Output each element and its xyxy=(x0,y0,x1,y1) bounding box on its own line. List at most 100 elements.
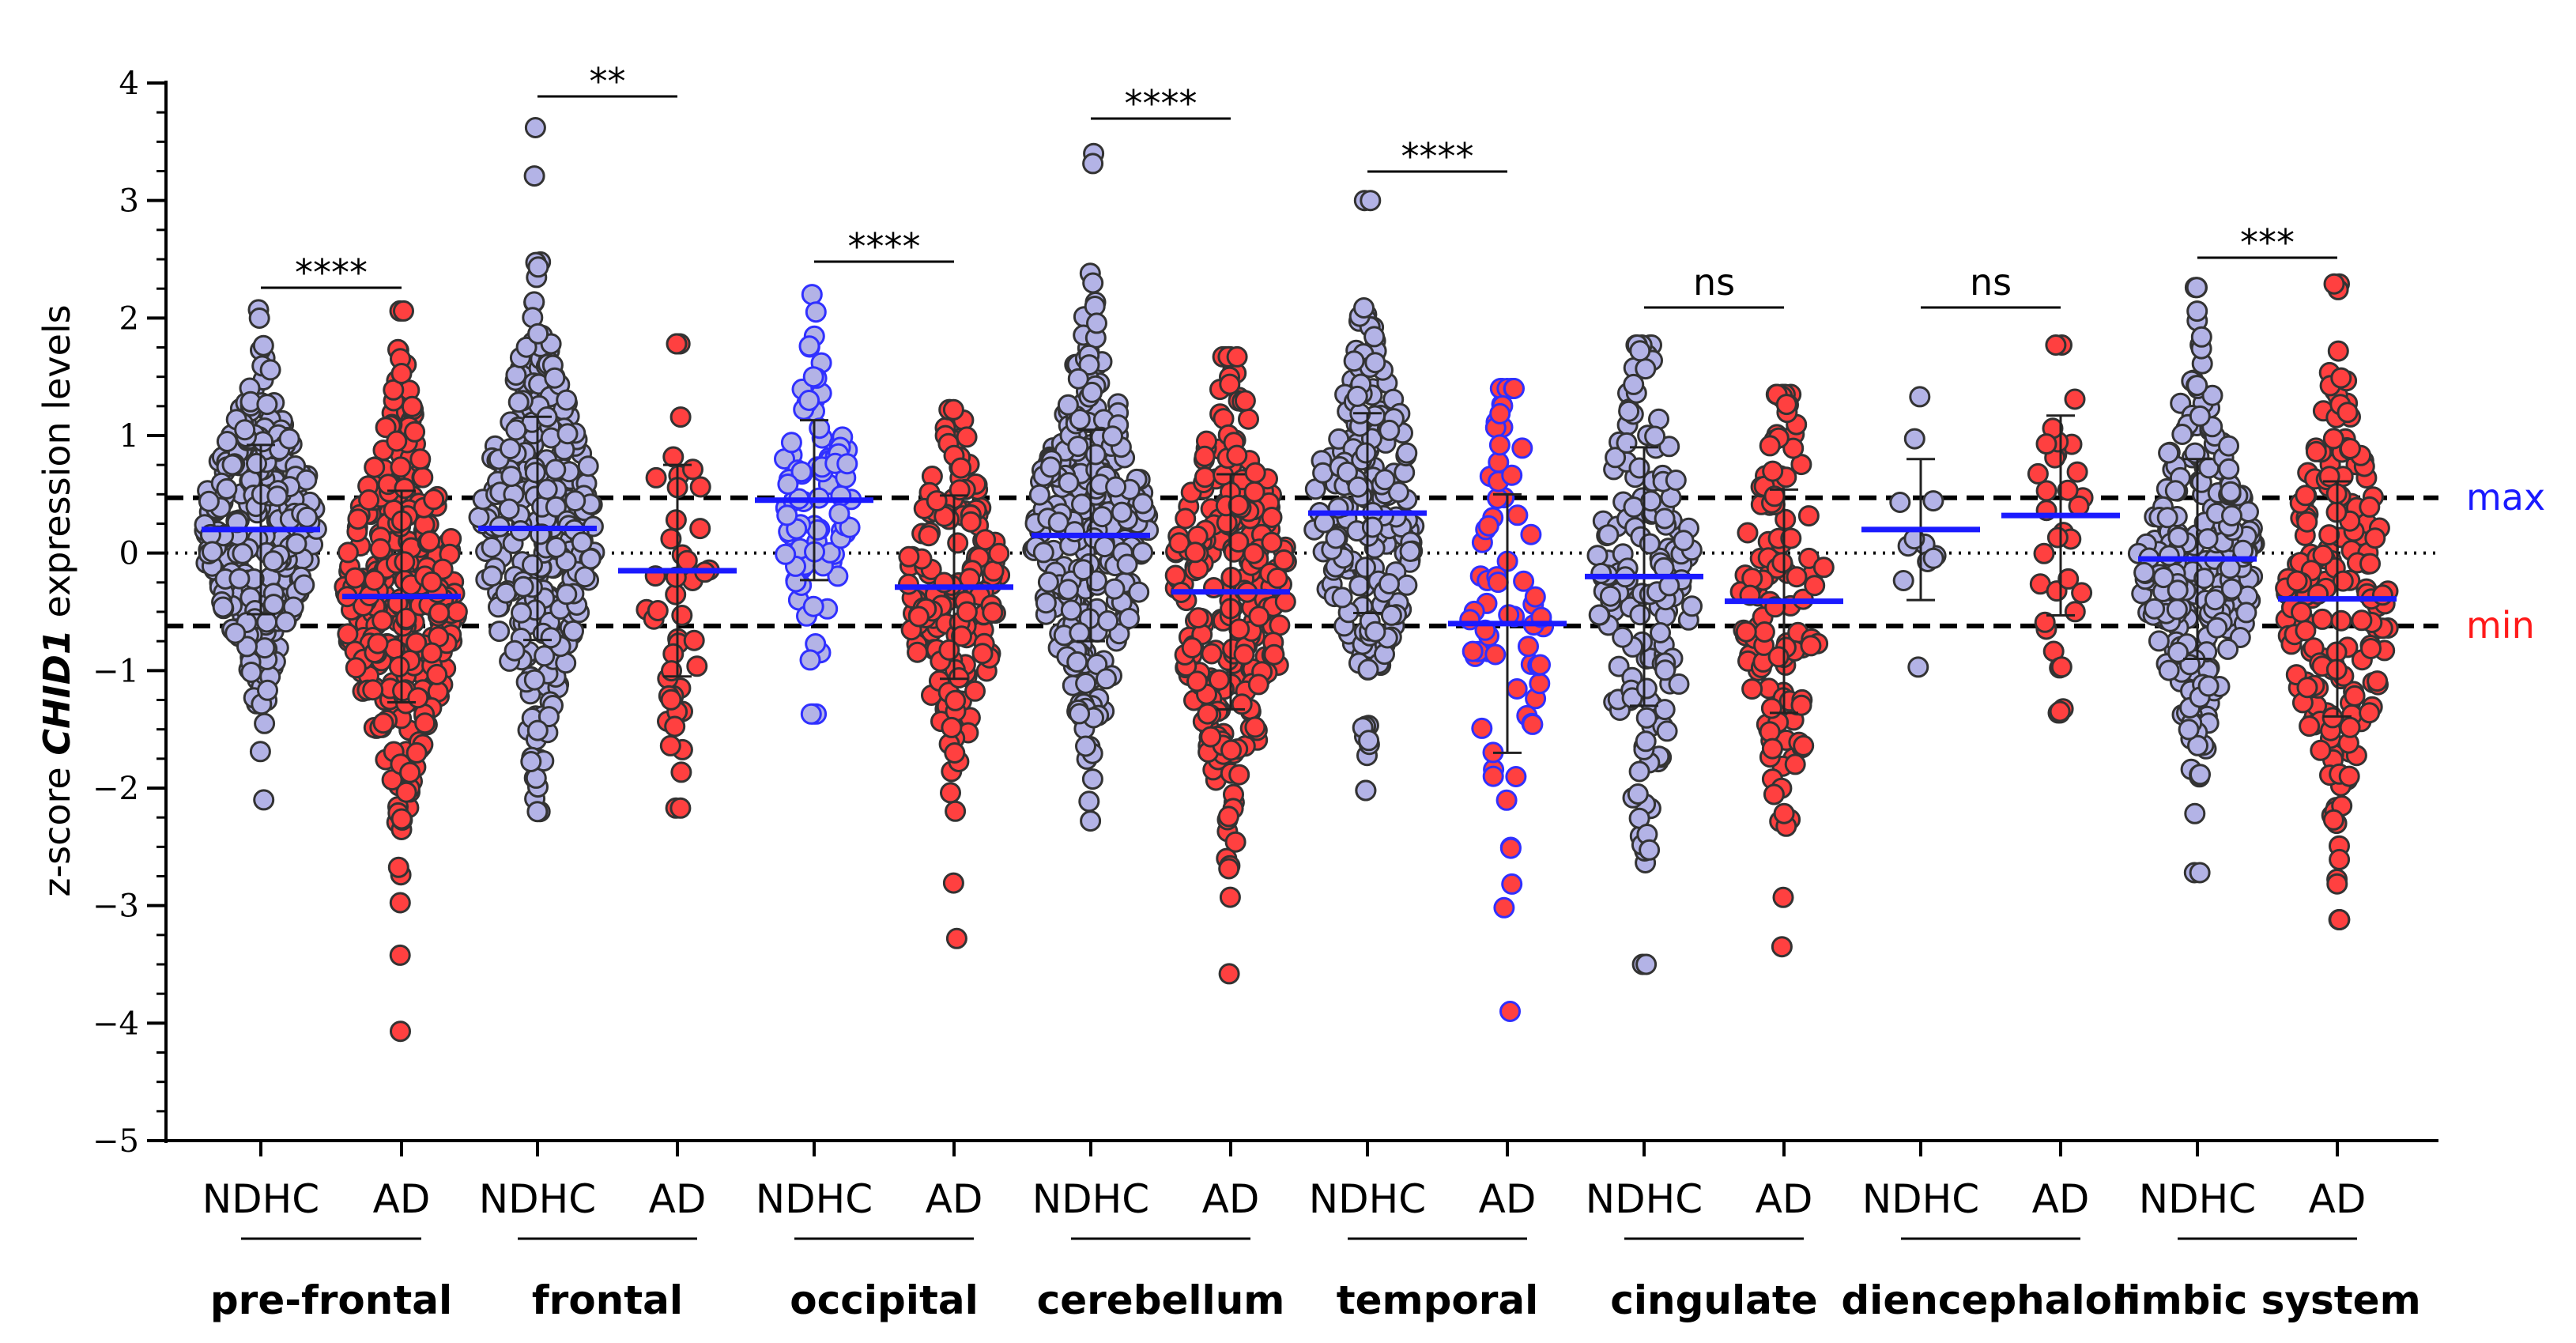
data-point xyxy=(2034,611,2056,633)
data-point xyxy=(1379,573,1400,594)
data-point xyxy=(827,565,849,587)
data-point xyxy=(1529,673,1551,695)
data-point xyxy=(2329,909,2351,930)
data-point xyxy=(1355,779,1377,802)
data-point xyxy=(393,300,414,322)
data-point xyxy=(1231,693,1253,715)
data-point xyxy=(2286,570,2308,592)
data-point xyxy=(2330,367,2352,389)
data-point xyxy=(345,657,367,679)
data-point xyxy=(2371,584,2393,606)
data-point xyxy=(1244,462,1266,484)
data-point xyxy=(1067,368,1089,390)
data-point xyxy=(2291,602,2312,623)
data-point xyxy=(836,453,858,475)
data-point xyxy=(364,456,386,478)
data-point xyxy=(776,504,798,526)
data-point xyxy=(1132,492,1154,515)
data-point xyxy=(545,496,567,518)
data-point xyxy=(1780,527,1802,549)
data-point xyxy=(1064,521,1086,543)
data-point xyxy=(1741,678,1763,700)
data-point xyxy=(1477,515,1499,537)
data-point xyxy=(945,689,967,711)
group-label: AD xyxy=(1479,1176,1537,1222)
data-point xyxy=(1035,592,1057,614)
data-point xyxy=(1507,504,1529,526)
data-point xyxy=(1644,425,1666,447)
data-point xyxy=(1760,697,1782,719)
data-point xyxy=(971,643,994,665)
data-point xyxy=(945,800,967,822)
data-point xyxy=(2189,405,2211,427)
data-point xyxy=(2339,438,2361,459)
data-point xyxy=(1605,447,1627,469)
data-point xyxy=(337,623,359,645)
data-point xyxy=(2326,873,2348,895)
data-point xyxy=(579,548,602,570)
axes: 4 3 2 1 0 −1 −2 −3 −4 −5 xyxy=(92,66,2438,1160)
data-point xyxy=(686,655,708,677)
data-point xyxy=(1248,605,1270,628)
data-point xyxy=(495,582,517,604)
data-point xyxy=(1058,579,1079,601)
data-point xyxy=(1220,739,1242,761)
data-point xyxy=(898,545,920,568)
data-point xyxy=(2220,578,2242,600)
data-point xyxy=(253,789,275,811)
data-point xyxy=(275,611,296,633)
data-point xyxy=(407,687,429,709)
data-point xyxy=(232,542,254,564)
data-point xyxy=(947,532,969,554)
data-point xyxy=(388,655,410,677)
data-point xyxy=(790,461,813,483)
data-point xyxy=(1047,511,1069,534)
data-point xyxy=(1200,726,1222,748)
significance-brackets: ******************ns ns*** xyxy=(261,60,2337,309)
data-point xyxy=(1640,490,1662,512)
data-point xyxy=(1762,460,1784,482)
data-point xyxy=(1800,635,1822,657)
data-point xyxy=(2064,388,2086,410)
data-point xyxy=(2167,579,2189,602)
data-point xyxy=(1361,516,1383,538)
group-label: AD xyxy=(2032,1176,2090,1222)
data-point xyxy=(1086,312,1107,334)
data-point xyxy=(956,601,978,623)
data-point xyxy=(2344,685,2366,707)
data-point xyxy=(926,490,948,512)
pvalue-label: **** xyxy=(1125,82,1197,125)
data-point xyxy=(1067,436,1089,458)
data-point xyxy=(1228,618,1250,640)
data-point xyxy=(2035,433,2057,455)
data-point xyxy=(571,531,593,553)
data-point xyxy=(395,781,417,803)
data-point xyxy=(666,333,688,355)
data-point xyxy=(1629,340,1651,362)
data-point xyxy=(1357,658,1379,681)
data-point xyxy=(1782,437,1805,459)
group-label: AD xyxy=(926,1176,983,1222)
data-point xyxy=(262,594,285,616)
data-point xyxy=(2189,862,2211,884)
data-point xyxy=(1111,501,1133,523)
data-point xyxy=(689,476,711,498)
data-point xyxy=(802,595,824,617)
data-point xyxy=(2330,609,2352,632)
data-point xyxy=(1058,472,1080,494)
y-tick-label: −3 xyxy=(92,888,139,925)
data-point xyxy=(1804,575,1826,597)
data-point xyxy=(421,571,443,593)
data-point xyxy=(1346,385,1368,407)
data-point xyxy=(1363,326,1386,348)
data-point xyxy=(1599,585,1621,607)
data-point xyxy=(1790,694,1812,716)
data-point xyxy=(1588,604,1610,626)
data-point xyxy=(1735,621,1757,643)
data-point xyxy=(828,503,850,525)
pvalue-label: ns xyxy=(1693,261,1735,304)
data-point xyxy=(404,421,426,443)
data-point xyxy=(1505,766,1527,787)
data-point xyxy=(1761,738,1783,760)
data-point xyxy=(1181,637,1203,658)
